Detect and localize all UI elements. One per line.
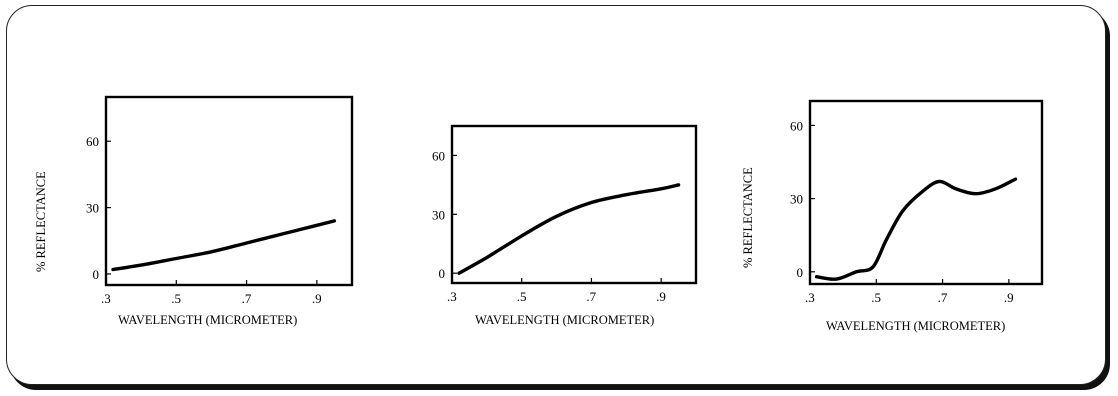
chart-3-ytick-label: 0: [797, 265, 804, 280]
chart-2-series-line: [457, 183, 681, 275]
chart-2-x-axis-label: WAVELENGTH (MICROMETER): [475, 313, 654, 327]
chart-2-ytick-label: 60: [432, 148, 445, 163]
chart-2-ytick-label: 0: [439, 266, 446, 281]
chart-3: .3 .5 .7 .9 0 30 60 WAVELENGTH (MICROMET…: [741, 99, 1044, 333]
chart-3-ytick-label: 30: [790, 192, 803, 207]
chart-1-xtick-label: .7: [242, 291, 252, 306]
chart-3-ticks: [809, 124, 1010, 284]
chart-3-plot-frame: [808, 99, 1044, 286]
chart-1-y-axis-label: % REFLECTANCE: [34, 171, 48, 272]
chart-2-xtick-label: .3: [447, 289, 457, 304]
chart-2: .3 .5 .7 .9 0 30 60 WAVELENGTH (MICROMET…: [432, 124, 698, 327]
chart-1-xtick-label: .5: [171, 291, 181, 306]
chart-3-series-line: [814, 177, 1018, 281]
chart-1-xtick-label: .9: [312, 291, 322, 306]
chart-2-xtick-label: .9: [656, 289, 666, 304]
chart-3-xtick-label: .3: [805, 290, 815, 305]
chart-1-x-axis-label: WAVELENGTH (MICROMETER): [118, 313, 297, 327]
chart-3-ytick-label: 60: [790, 118, 803, 133]
chart-1-xtick-label: .3: [101, 291, 111, 306]
chart-3-x-axis-label: WAVELENGTH (MICROMETER): [826, 319, 1005, 333]
chart-1-ytick-label: 30: [86, 201, 99, 216]
chart-2-ytick-label: 30: [432, 207, 445, 222]
chart-1-plot-frame: [104, 95, 354, 287]
chart-1-series-line: [111, 219, 337, 272]
chart-3-y-axis-label: % REFLECTANCE: [741, 167, 755, 268]
chart-1-ytick-label: 0: [93, 267, 100, 282]
figure-frame: [6, 5, 1106, 385]
chart-3-xtick-label: .9: [1004, 290, 1014, 305]
chart-3-xtick-label: .5: [871, 290, 881, 305]
chart-2-xtick-label: .5: [517, 289, 527, 304]
chart-2-plot-frame: [450, 124, 698, 285]
chart-2-ticks: [451, 154, 662, 283]
chart-1: .3 .5 .7 .9 0 30 60 WAVELENGTH (MICROMET…: [34, 95, 354, 327]
chart-1-ytick-label: 60: [86, 134, 99, 149]
chart-3-xtick-label: .7: [938, 290, 948, 305]
chart-2-xtick-label: .7: [586, 289, 596, 304]
chart-1-ticks: [105, 140, 318, 285]
